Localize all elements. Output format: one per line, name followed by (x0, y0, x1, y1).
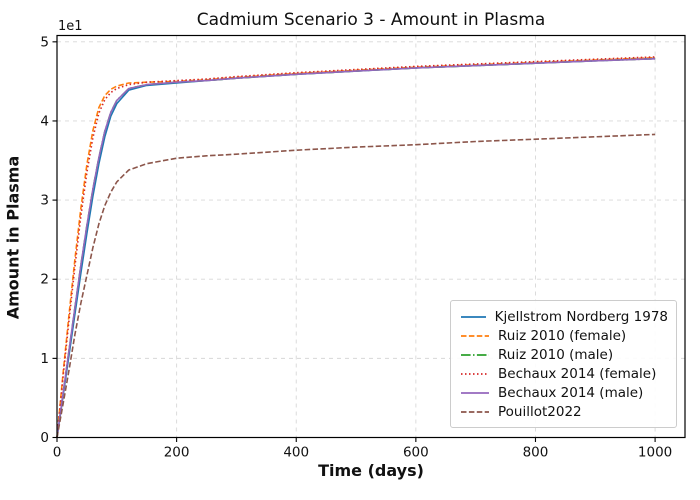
legend-line-sample (461, 373, 489, 375)
legend: Kjellstrom Nordberg 1978 Ruiz 2010 (femal… (450, 300, 677, 428)
legend-line-sample (461, 392, 489, 394)
x-tick-label: 800 (523, 445, 549, 461)
y-tick-label: 4 (40, 113, 49, 129)
legend-item-label: Bechaux 2014 (male) (498, 385, 644, 401)
legend-item: Ruiz 2010 (female) (461, 327, 668, 345)
series-line-bechaux-2014-male (56, 58, 656, 438)
legend-item-label: Pouillot2022 (498, 404, 582, 420)
legend-item: Bechaux 2014 (male) (461, 384, 668, 402)
y-tick-label: 2 (40, 272, 49, 288)
legend-item-label: Ruiz 2010 (female) (498, 328, 627, 344)
y-axis-scale-factor: 1e1 (58, 19, 83, 34)
y-tick-label: 1 (40, 351, 49, 367)
x-tick-label: 400 (283, 445, 309, 461)
chart-title: Cadmium Scenario 3 - Amount in Plasma (196, 10, 546, 30)
legend-item-label: Ruiz 2010 (male) (498, 347, 614, 363)
y-tick-label: 3 (40, 193, 49, 209)
legend-item-label: Bechaux 2014 (female) (498, 366, 657, 382)
x-tick-label: 0 (53, 445, 62, 461)
series-line-pouillot2022 (56, 133, 656, 438)
legend-item: Ruiz 2010 (male) (461, 346, 668, 364)
x-axis-label: Time (days) (318, 461, 424, 480)
y-axis-label: Amount in Plasma (3, 155, 23, 320)
y-tick-label: 5 (40, 34, 49, 50)
legend-item-label: Kjellstrom Nordberg 1978 (494, 309, 668, 325)
legend-line-sample (461, 316, 486, 318)
legend-line-sample (461, 335, 489, 337)
legend-item: Kjellstrom Nordberg 1978 (461, 308, 668, 326)
legend-item: Pouillot2022 (461, 403, 668, 421)
x-tick-label: 600 (403, 445, 429, 461)
x-tick-label: 200 (164, 445, 190, 461)
legend-line-sample (461, 354, 489, 356)
legend-line-sample (461, 411, 489, 413)
legend-item: Bechaux 2014 (female) (461, 365, 668, 383)
axes-frame (56, 34, 686, 439)
x-tick-label: 1000 (638, 445, 672, 461)
y-tick-label: 0 (40, 430, 49, 446)
